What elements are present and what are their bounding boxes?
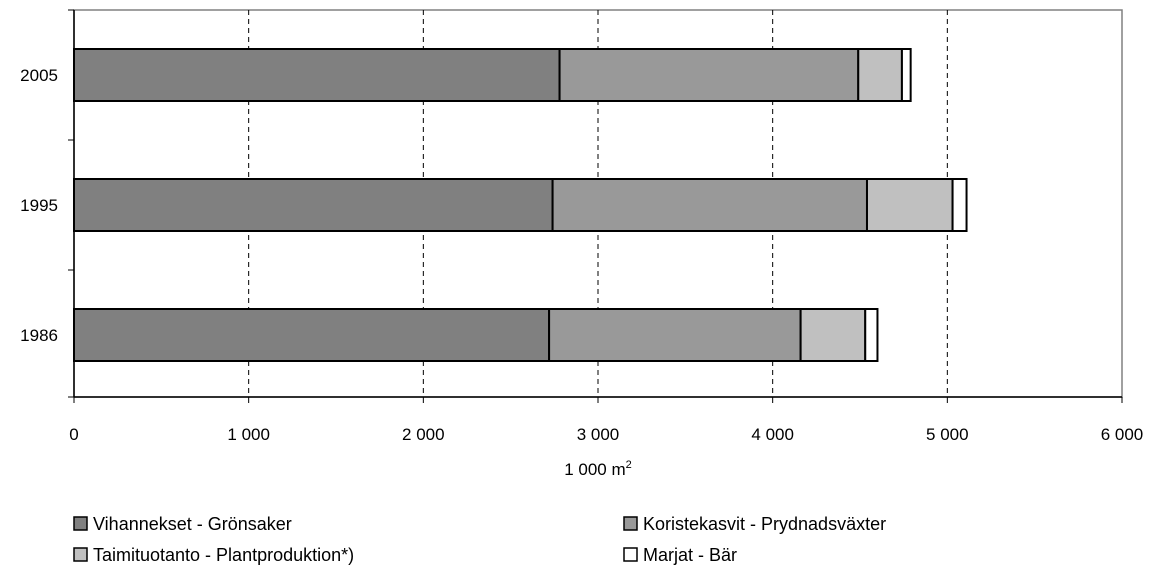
legend-swatch bbox=[623, 547, 638, 562]
legend-swatch bbox=[73, 516, 88, 531]
y-tick-label: 1986 bbox=[20, 326, 58, 345]
x-tick-label: 6 000 bbox=[1101, 425, 1144, 444]
bar-segment bbox=[799, 308, 867, 362]
y-tick-label: 1995 bbox=[20, 196, 58, 215]
bar-segment bbox=[951, 178, 968, 232]
x-tick-label: 4 000 bbox=[751, 425, 794, 444]
bar-segment bbox=[900, 48, 912, 102]
bar-segment bbox=[551, 178, 868, 232]
legend-label: Taimituotanto - Plantproduktion*) bbox=[93, 545, 354, 565]
y-tick-label: 2005 bbox=[20, 66, 58, 85]
bar-segment bbox=[558, 48, 860, 102]
legend-label: Vihannekset - Grönsaker bbox=[93, 514, 292, 534]
x-tick-label: 1 000 bbox=[227, 425, 270, 444]
x-tick-label: 5 000 bbox=[926, 425, 969, 444]
bar-segment bbox=[73, 178, 554, 232]
bar-segment bbox=[548, 308, 802, 362]
legend: Vihannekset - Grönsaker Koristekasvit - P… bbox=[73, 514, 886, 565]
legend-label: Marjat - Bär bbox=[643, 545, 737, 565]
x-axis: 0 1 000 2 000 3 000 4 000 5 000 6 000 bbox=[69, 397, 1143, 444]
x-axis-label: 1 000 m2 bbox=[564, 459, 632, 479]
x-tick-label: 2 000 bbox=[402, 425, 445, 444]
legend-label: Koristekasvit - Prydnadsväxter bbox=[643, 514, 886, 534]
bars bbox=[73, 48, 968, 362]
x-tick-label: 3 000 bbox=[577, 425, 620, 444]
x-tick-label: 0 bbox=[69, 425, 78, 444]
legend-swatch bbox=[623, 516, 638, 531]
legend-swatch bbox=[73, 547, 88, 562]
bar-segment bbox=[73, 308, 551, 362]
bar-segment bbox=[865, 178, 954, 232]
bar-segment bbox=[857, 48, 903, 102]
bar-segment bbox=[73, 48, 561, 102]
bar-segment bbox=[864, 308, 879, 362]
